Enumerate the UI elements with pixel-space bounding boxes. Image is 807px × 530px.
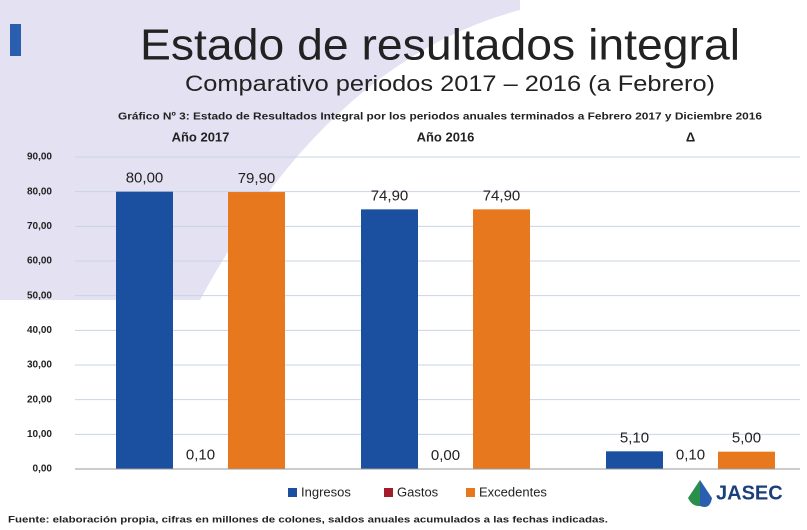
bar xyxy=(606,451,663,469)
logo: JASEC xyxy=(716,482,783,504)
y-tick-label: 80,00 xyxy=(27,186,52,197)
y-tick-label: 90,00 xyxy=(27,152,52,163)
legend-swatch xyxy=(466,488,475,497)
bar xyxy=(116,191,173,469)
bar xyxy=(473,209,530,469)
accent-bar xyxy=(10,24,21,56)
legend-label: Ingresos xyxy=(301,484,351,499)
y-tick-label: 30,00 xyxy=(27,360,52,371)
bar xyxy=(718,451,775,469)
value-label: 74,90 xyxy=(371,187,409,204)
category-label: Año 2017 xyxy=(172,129,230,144)
subtitle: Comparativo periodos 2017 – 2016 (a Febr… xyxy=(185,71,715,96)
value-label: 5,10 xyxy=(620,429,649,446)
legend-label: Gastos xyxy=(397,484,439,499)
legend-swatch xyxy=(384,488,393,497)
value-label: 0,10 xyxy=(186,447,215,464)
legend-swatch xyxy=(288,488,297,497)
value-label: 74,90 xyxy=(483,187,521,204)
category-label: Δ xyxy=(686,129,695,144)
value-label: 0,10 xyxy=(676,447,705,464)
bar xyxy=(361,209,418,469)
bar xyxy=(228,192,285,469)
logo-icon xyxy=(700,480,712,507)
value-label: 0,00 xyxy=(431,447,460,464)
value-label: 80,00 xyxy=(126,170,164,187)
y-tick-label: 50,00 xyxy=(27,290,52,301)
source: Fuente: elaboración propia, cifras en mi… xyxy=(8,515,608,526)
y-tick-label: 0,00 xyxy=(33,464,53,475)
y-tick-label: 10,00 xyxy=(27,429,52,440)
y-tick-label: 60,00 xyxy=(27,256,52,267)
caption: Gráfico Nº 3: Estado de Resultados Integ… xyxy=(118,112,763,123)
value-label: 79,90 xyxy=(238,170,276,187)
value-label: 5,00 xyxy=(732,430,761,447)
y-tick-label: 40,00 xyxy=(27,325,52,336)
title: Estado de resultados integral xyxy=(140,21,740,70)
category-label: Año 2016 xyxy=(417,129,475,144)
y-tick-label: 70,00 xyxy=(27,221,52,232)
legend-label: Excedentes xyxy=(479,484,547,499)
y-tick-label: 20,00 xyxy=(27,394,52,405)
